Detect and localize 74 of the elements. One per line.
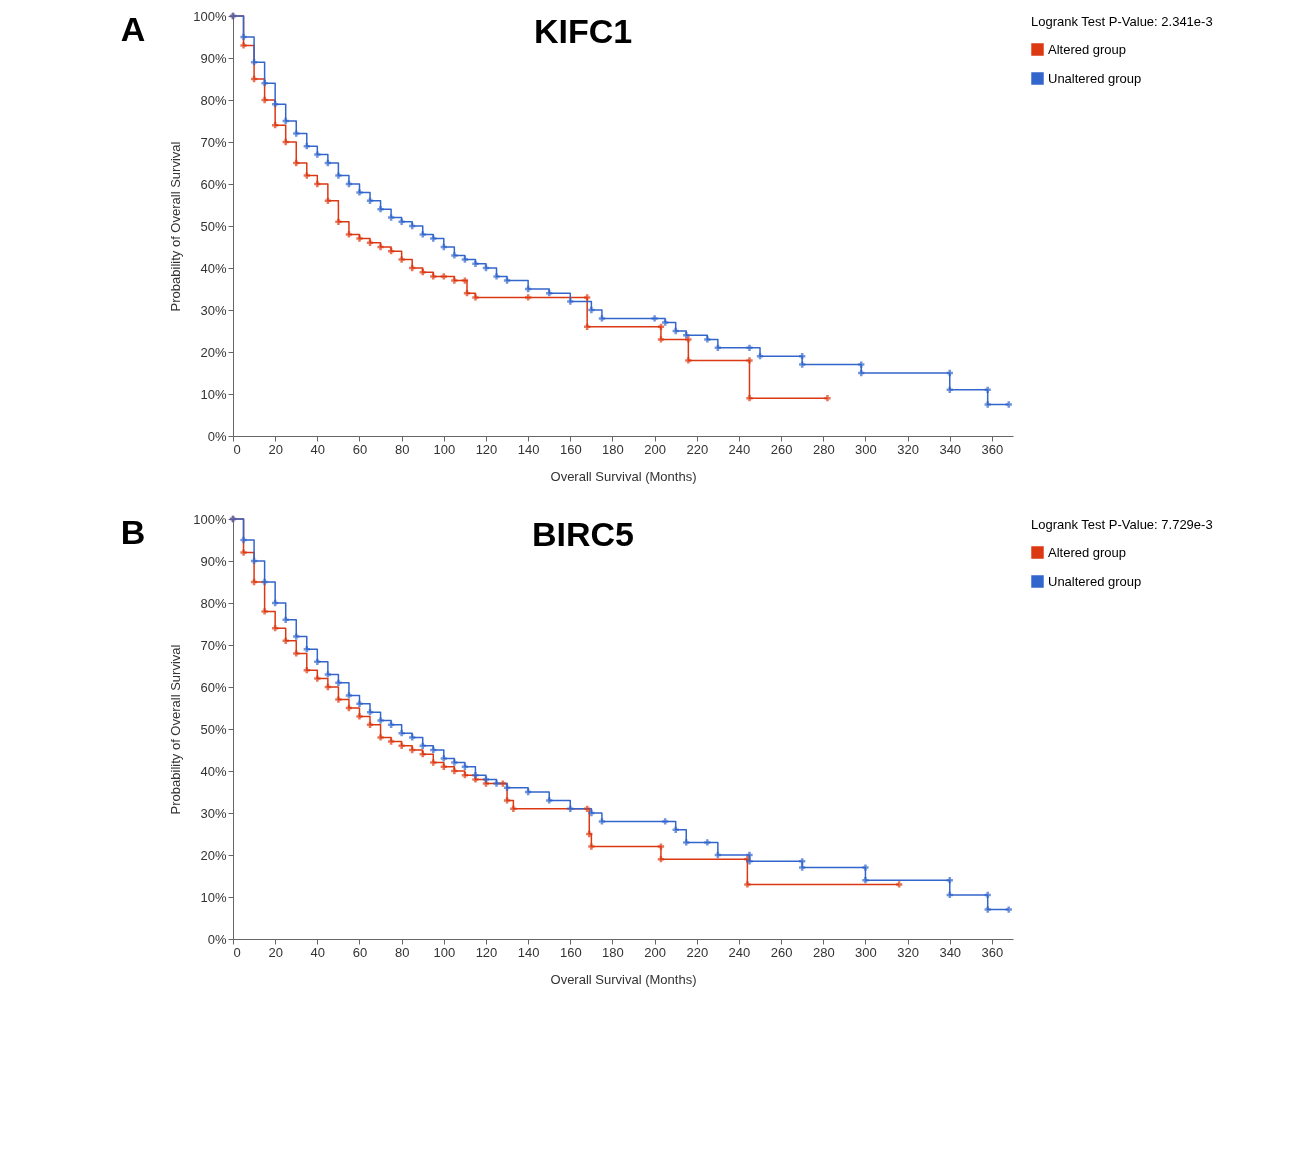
y-tick-label: 100% bbox=[193, 8, 227, 24]
y-axis-title: Probability of Overall Survival bbox=[168, 644, 184, 815]
x-tick-label: 160 bbox=[559, 944, 582, 960]
x-tick-label: 20 bbox=[268, 944, 283, 960]
y-tick-label: 10% bbox=[200, 386, 227, 402]
x-tick-label: 80 bbox=[394, 944, 410, 960]
x-tick-label: 180 bbox=[602, 944, 624, 960]
x-tick-label: 220 bbox=[686, 944, 709, 960]
x-tick-label: 340 bbox=[939, 944, 962, 960]
x-tick-label: 120 bbox=[475, 944, 498, 960]
y-tick-label: 90% bbox=[200, 50, 227, 66]
x-tick-label: 360 bbox=[981, 944, 1004, 960]
y-tick-label: 40% bbox=[200, 260, 227, 276]
y-tick-label: 90% bbox=[200, 553, 227, 569]
y-tick-label: 0% bbox=[207, 428, 227, 444]
x-tick-label: 40 bbox=[310, 944, 326, 960]
y-tick-label: 60% bbox=[200, 176, 227, 192]
y-tick-label: 50% bbox=[200, 721, 227, 737]
text: B bbox=[120, 513, 146, 551]
x-tick-label: 280 bbox=[812, 944, 835, 960]
x-tick-label: 0 bbox=[233, 944, 241, 960]
chart-title: KIFC1 bbox=[533, 12, 633, 50]
x-tick-label: 100 bbox=[433, 944, 456, 960]
x-axis-title: Overall Survival (Months) bbox=[550, 971, 697, 987]
x-tick-label: 100 bbox=[433, 441, 456, 457]
y-tick-label: 20% bbox=[200, 344, 227, 360]
y-tick-label: 0% bbox=[207, 931, 227, 947]
legend-label: Altered group bbox=[1048, 41, 1127, 57]
legend-label: Altered group bbox=[1048, 544, 1127, 560]
x-tick-label: 320 bbox=[897, 441, 919, 457]
x-tick-label: 240 bbox=[728, 441, 751, 457]
x-tick-label: 300 bbox=[855, 441, 877, 457]
x-tick-label: 200 bbox=[644, 441, 666, 457]
x-tick-label: 200 bbox=[644, 944, 666, 960]
x-tick-label: 0 bbox=[233, 441, 241, 457]
legend-title: Logrank Test P-Value: 7.729e-3 bbox=[1031, 517, 1213, 532]
y-tick-label: 80% bbox=[200, 92, 227, 108]
x-tick-label: 60 bbox=[352, 441, 368, 457]
x-tick-label: 60 bbox=[352, 944, 368, 960]
y-tick-label: 20% bbox=[200, 847, 227, 863]
legend-title: Logrank Test P-Value: 2.341e-3 bbox=[1031, 14, 1213, 29]
y-tick-label: 70% bbox=[200, 134, 227, 150]
x-tick-label: 320 bbox=[897, 944, 919, 960]
x-tick-label: 80 bbox=[394, 441, 410, 457]
y-tick-label: 80% bbox=[200, 595, 227, 611]
x-tick-label: 280 bbox=[812, 441, 835, 457]
y-axis-title: Probability of Overall Survival bbox=[168, 141, 184, 312]
y-tick-label: 10% bbox=[200, 889, 227, 905]
x-tick-label: 220 bbox=[686, 441, 709, 457]
y-tick-label: 70% bbox=[200, 637, 227, 653]
x-tick-label: 140 bbox=[517, 944, 540, 960]
x-tick-label: 40 bbox=[310, 441, 326, 457]
x-tick-label: 260 bbox=[770, 441, 793, 457]
x-tick-label: 120 bbox=[475, 441, 498, 457]
y-tick-label: 100% bbox=[193, 511, 227, 527]
x-tick-label: 240 bbox=[728, 944, 751, 960]
x-tick-label: 260 bbox=[770, 944, 793, 960]
legend-label: Unaltered group bbox=[1048, 70, 1142, 86]
x-tick-label: 360 bbox=[981, 441, 1004, 457]
x-tick-label: 160 bbox=[559, 441, 582, 457]
y-tick-label: 50% bbox=[200, 218, 227, 234]
chart-title: BIRC5 bbox=[531, 515, 635, 553]
x-axis-title: Overall Survival (Months) bbox=[550, 468, 697, 484]
x-tick-label: 140 bbox=[517, 441, 540, 457]
text: A bbox=[120, 10, 146, 48]
x-tick-label: 300 bbox=[855, 944, 877, 960]
y-tick-label: 40% bbox=[200, 763, 227, 779]
x-tick-label: 20 bbox=[268, 441, 283, 457]
x-tick-label: 180 bbox=[602, 441, 624, 457]
legend-label: Unaltered group bbox=[1048, 573, 1142, 589]
x-tick-label: 340 bbox=[939, 441, 962, 457]
y-tick-label: 60% bbox=[200, 679, 227, 695]
y-tick-label: 30% bbox=[200, 302, 227, 318]
y-tick-label: 30% bbox=[200, 805, 227, 821]
